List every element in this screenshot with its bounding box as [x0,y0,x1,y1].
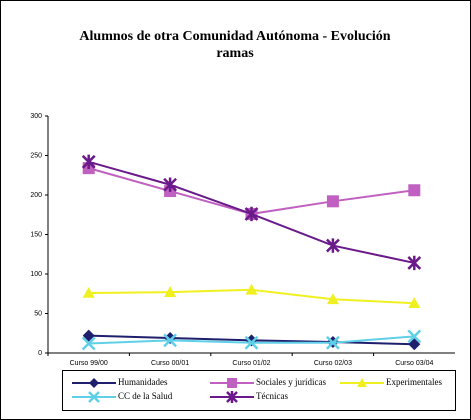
y-tick-label: 50 [34,310,42,317]
legend-label: Sociales y jurídicas [256,377,326,387]
y-tick-label: 200 [30,192,42,199]
marker [82,329,95,342]
marker [408,338,421,351]
marker [407,329,422,344]
x-tick-label: Curso 01/02 [232,360,270,367]
marker [164,331,177,344]
x-tick-label: Curso 03/04 [395,360,433,367]
marker [326,293,339,305]
marker [163,177,177,192]
marker [81,336,96,351]
marker [89,378,99,388]
y-tick-label: 300 [30,113,42,120]
marker [88,391,100,403]
marker [408,184,421,197]
marker [326,238,340,253]
marker [226,391,238,403]
marker [408,297,421,309]
legend-label: CC de la Salud [118,391,173,401]
legend-box [62,370,456,411]
marker [227,378,237,388]
x-tick-label: Curso 02/03 [314,360,352,367]
x-tick-label: Curso 00/01 [151,360,189,367]
marker [82,286,95,298]
marker [81,154,96,170]
y-tick-label: 0 [38,350,42,357]
y-tick-label: 100 [30,271,42,278]
marker [245,334,258,347]
marker [244,335,259,350]
legend-label: Humanidades [118,377,168,387]
marker [407,255,422,271]
x-tick-label: Curso 99/00 [70,360,108,367]
marker [164,286,177,297]
y-tick-label: 150 [30,231,42,238]
marker [244,206,259,222]
chart-title: Alumnos de otra Comunidad Autónoma - Evo… [79,29,391,61]
marker [326,335,340,350]
marker [326,195,339,208]
marker [357,378,367,387]
marker [163,333,177,348]
y-tick-label: 250 [30,152,42,159]
legend-label: Técnicas [256,391,288,401]
marker [245,283,258,295]
legend-label: Experimentales [386,377,442,387]
